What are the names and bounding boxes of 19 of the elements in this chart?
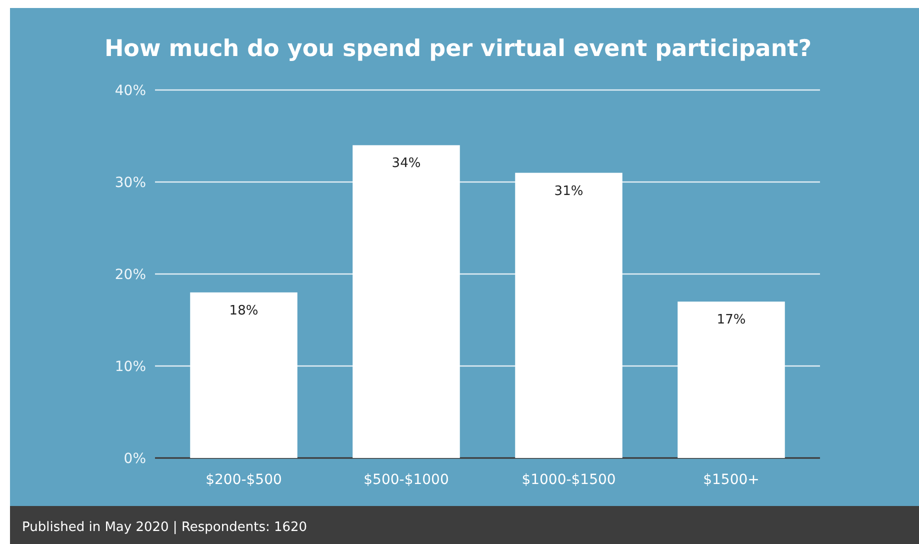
data-label: 31% [554, 184, 584, 199]
y-tick-label: 20% [114, 267, 146, 283]
bar [190, 292, 298, 458]
bar [352, 145, 460, 458]
y-tick-label: 30% [114, 175, 146, 191]
data-label: 34% [392, 156, 421, 172]
bar [678, 302, 785, 458]
y-tick-label: 0% [124, 451, 146, 467]
x-tick-label: $1500+ [703, 472, 760, 488]
y-tick-label: 40% [114, 83, 146, 99]
text: Published in May 2020 | Respondents: 1620 [22, 520, 308, 535]
x-tick-label: $200-$500 [206, 472, 282, 488]
y-tick-label: 10% [114, 359, 146, 375]
chart-title: How much do you spend per virtual event participant? [104, 36, 812, 62]
data-label: 17% [716, 312, 746, 328]
x-tick-label: $500-$1000 [364, 472, 449, 488]
bar [515, 172, 622, 458]
x-tick-label: $1000-$1500 [522, 472, 616, 488]
data-label: 18% [229, 303, 258, 318]
